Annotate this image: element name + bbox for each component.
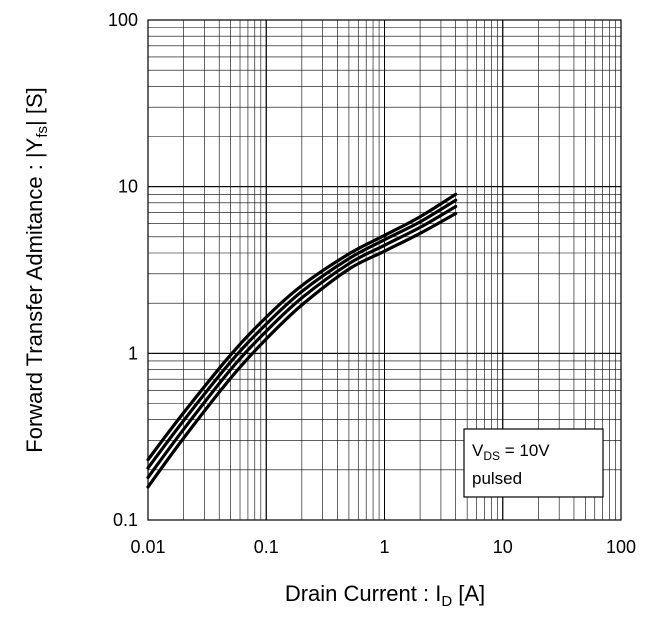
annotation-value: = 10V [500,441,550,460]
series-line-3 [146,204,458,480]
x-tick-labels: 0.01 0.1 1 10 100 [130,537,636,557]
condition-annotation: VDS = 10V pulsed [463,428,604,498]
annotation-line-pulsed: pulsed [472,469,522,488]
y-tick-label: 100 [108,10,138,30]
y-tick-label: 1 [128,343,138,363]
x-tick-label: 0.1 [254,537,279,557]
x-axis-label-main: Drain Current : I [285,581,442,606]
y-axis-label-unit: | [S] [22,87,47,126]
plot-frame [147,19,622,521]
x-axis-label-unit: [A] [452,581,485,606]
annotation-line-vds: VDS = 10V [472,441,550,463]
x-tick-label: 10 [493,537,513,557]
x-axis-label-subscript: D [441,593,452,610]
x-tick-label: 100 [606,537,636,557]
y-tick-label: 10 [118,177,138,197]
annotation-v: V [472,441,484,460]
y-axis-label: Forward Transfer Admitance : |Yfs| [S] [22,87,51,452]
annotation-ds-subscript: DS [483,449,500,463]
y-axis-label-main: Forward Transfer Admitance : |Y [22,137,47,452]
curves [146,192,458,489]
x-tick-label: 1 [379,537,389,557]
series-line-2 [146,198,458,470]
annotation-box [463,428,604,498]
series-line-1 [146,192,458,462]
series-line-4 [146,211,458,489]
y-axis-label-subscript: fs [34,126,51,138]
x-tick-label: 0.01 [130,537,165,557]
y-tick-label: 0.1 [113,510,138,530]
x-axis-label: Drain Current : ID [A] [285,581,485,610]
y-tick-labels: 0.1 1 10 100 [108,10,138,530]
